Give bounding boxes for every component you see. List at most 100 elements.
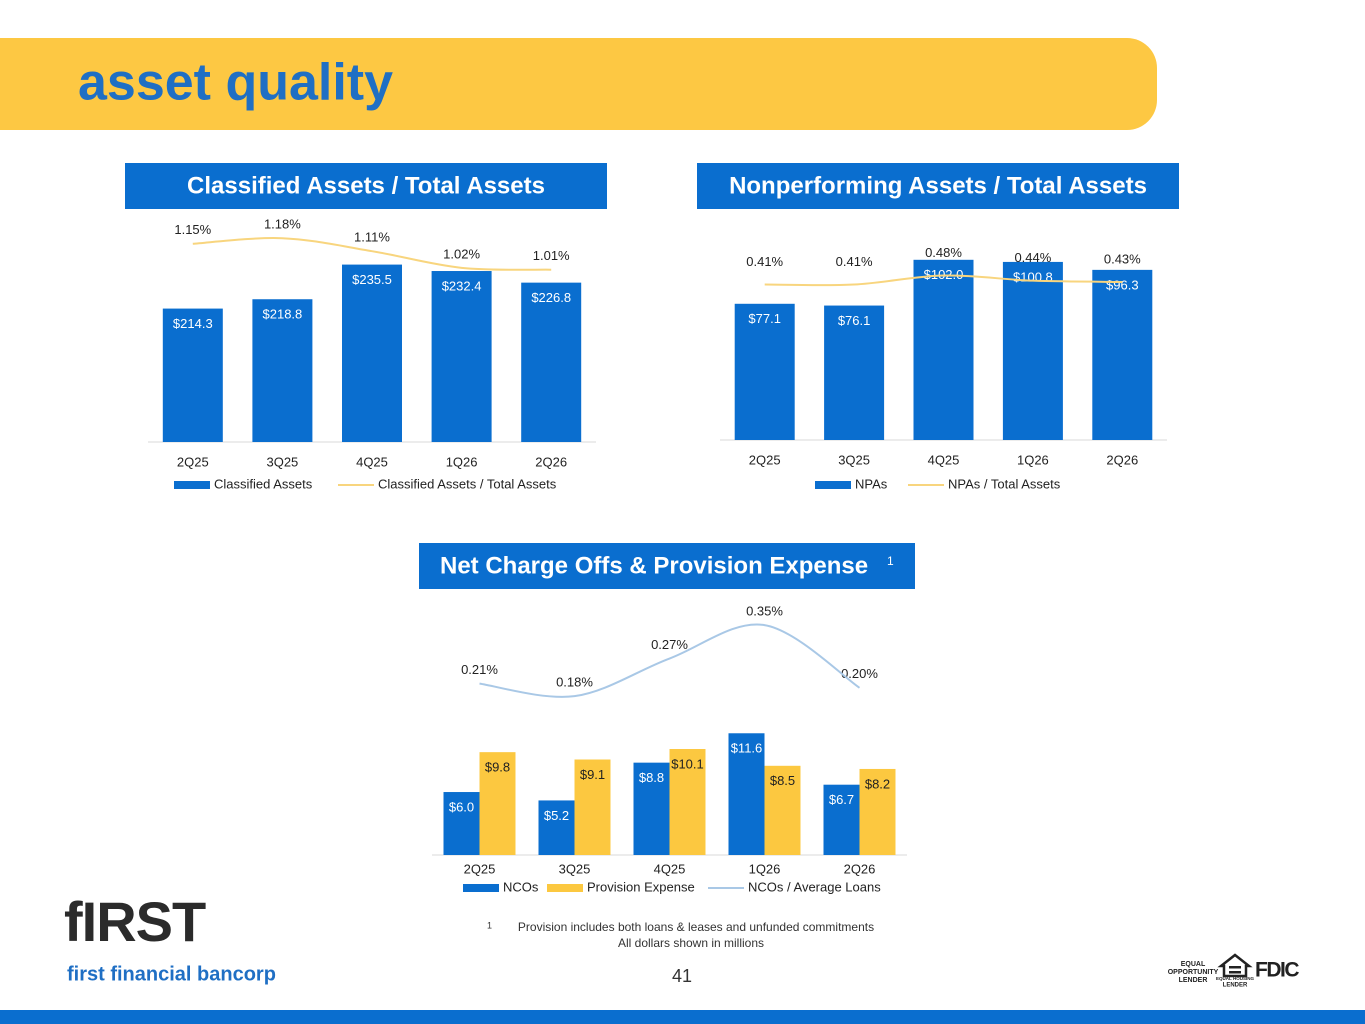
chart-title: Classified Assets / Total Assets: [187, 172, 545, 199]
line-value-label: 0.20%: [841, 666, 878, 681]
housing-icon: [1229, 971, 1241, 974]
bar: [824, 305, 885, 440]
bar-value-label: $8.8: [639, 770, 664, 785]
line-value-label: 1.11%: [354, 230, 390, 245]
line-value-label: 0.48%: [925, 245, 962, 260]
badge-text: LENDER: [1223, 983, 1248, 989]
legend-swatch: [815, 481, 851, 489]
bar-value-label: $235.5: [352, 272, 392, 287]
housing-icon: [1217, 953, 1253, 978]
bar: [443, 792, 480, 855]
bar-value-label: $5.2: [544, 808, 569, 823]
legend-swatch: [547, 884, 583, 892]
x-tick-label: 3Q25: [838, 452, 870, 467]
fdic-badge: FDIC: [1255, 959, 1299, 982]
bar: [1092, 269, 1153, 440]
footnote-note: All dollars shown in millions: [618, 936, 764, 950]
x-tick-label: 2Q25: [177, 454, 209, 469]
bar: [823, 784, 860, 855]
chart-title: Net Charge Offs & Provision Expense: [440, 552, 868, 579]
chart-title-box: [697, 163, 1179, 209]
housing-icon: [1229, 966, 1241, 969]
bar-value-label: $6.7: [829, 792, 854, 807]
legend-label: NPAs / Total Assets: [948, 476, 1061, 491]
x-tick-label: 2Q25: [749, 452, 781, 467]
bar-value-label: $96.3: [1106, 277, 1139, 292]
bar-value-label: $214.3: [173, 316, 213, 331]
bar: [913, 259, 974, 440]
chart-title-box: [419, 543, 915, 589]
x-tick-label: 4Q25: [928, 452, 960, 467]
logo-mark: fIRST: [64, 890, 206, 953]
bar: [859, 768, 896, 855]
bar: [633, 762, 670, 855]
bar: [764, 765, 801, 855]
x-tick-label: 2Q26: [535, 454, 567, 469]
x-tick-label: 2Q26: [1106, 452, 1138, 467]
line-value-label: 0.41%: [836, 254, 873, 269]
bar: [574, 759, 611, 855]
line-value-label: 1.15%: [174, 222, 211, 237]
bar-value-label: $8.5: [770, 773, 795, 788]
line-value-label: 0.35%: [746, 604, 783, 619]
bar-value-label: $76.1: [838, 313, 871, 328]
line-value-label: 1.18%: [264, 217, 301, 232]
bar: [669, 749, 706, 855]
x-tick-label: 2Q26: [844, 861, 876, 876]
chart-title-box: [125, 163, 607, 209]
chart-title: Nonperforming Assets / Total Assets: [729, 172, 1147, 199]
bar-value-label: $11.6: [731, 741, 763, 756]
legend-swatch: [463, 884, 499, 892]
bar-value-label: $6.0: [449, 799, 474, 814]
line-value-label: 0.44%: [1014, 250, 1051, 265]
x-tick-label: 1Q26: [1017, 452, 1049, 467]
bar-value-label: $9.8: [485, 760, 510, 775]
bar-value-label: $9.1: [580, 767, 605, 782]
legend-label: NPAs: [855, 476, 888, 491]
bar: [479, 752, 516, 855]
legend-swatch: [174, 481, 210, 489]
bar-value-label: $226.8: [531, 290, 571, 305]
x-tick-label: 4Q25: [356, 454, 388, 469]
legend-label: Provision Expense: [587, 879, 695, 894]
x-tick-label: 1Q26: [446, 454, 478, 469]
bar-value-label: $10.1: [671, 756, 704, 771]
bar: [734, 303, 795, 440]
line-value-label: 0.27%: [651, 637, 688, 652]
badge-text: EQUAL: [1181, 961, 1206, 968]
x-tick-label: 3Q25: [559, 861, 591, 876]
page-title: asset quality: [78, 54, 393, 112]
bar: [728, 733, 765, 855]
badge-text: EQUAL HOUSING: [1216, 976, 1254, 981]
bar: [162, 308, 223, 442]
legend-label: Classified Assets / Total Assets: [378, 476, 557, 491]
bar-value-label: $8.2: [865, 776, 890, 791]
x-tick-label: 2Q25: [464, 861, 496, 876]
legend-label: NCOs: [503, 879, 539, 894]
bar: [1002, 261, 1063, 440]
line: [192, 237, 552, 271]
bar-value-label: $232.4: [442, 278, 482, 293]
page-number: 41: [672, 966, 692, 986]
line-value-label: 1.02%: [443, 246, 480, 261]
line-value-label: 0.21%: [461, 662, 498, 677]
bar: [538, 800, 575, 855]
bar-value-label: $218.8: [263, 307, 303, 322]
logo-name: first financial bancorp: [67, 963, 276, 985]
bar: [342, 264, 402, 442]
footer-band: [0, 1010, 1365, 1024]
footnote-marker: 1: [487, 920, 492, 930]
bar-value-label: $100.8: [1013, 269, 1053, 284]
header-band: [0, 38, 1157, 130]
legend-label: NCOs / Average Loans: [748, 879, 881, 894]
line-value-label: 1.01%: [533, 248, 570, 263]
bar: [521, 282, 582, 442]
title-note-marker: 1: [887, 554, 894, 568]
x-tick-label: 1Q26: [749, 861, 781, 876]
legend-label: Classified Assets: [214, 476, 313, 491]
line-value-label: 0.43%: [1104, 251, 1141, 266]
line-value-label: 0.18%: [556, 675, 593, 690]
badge-text: LENDER: [1179, 977, 1208, 984]
x-tick-label: 3Q25: [266, 454, 298, 469]
